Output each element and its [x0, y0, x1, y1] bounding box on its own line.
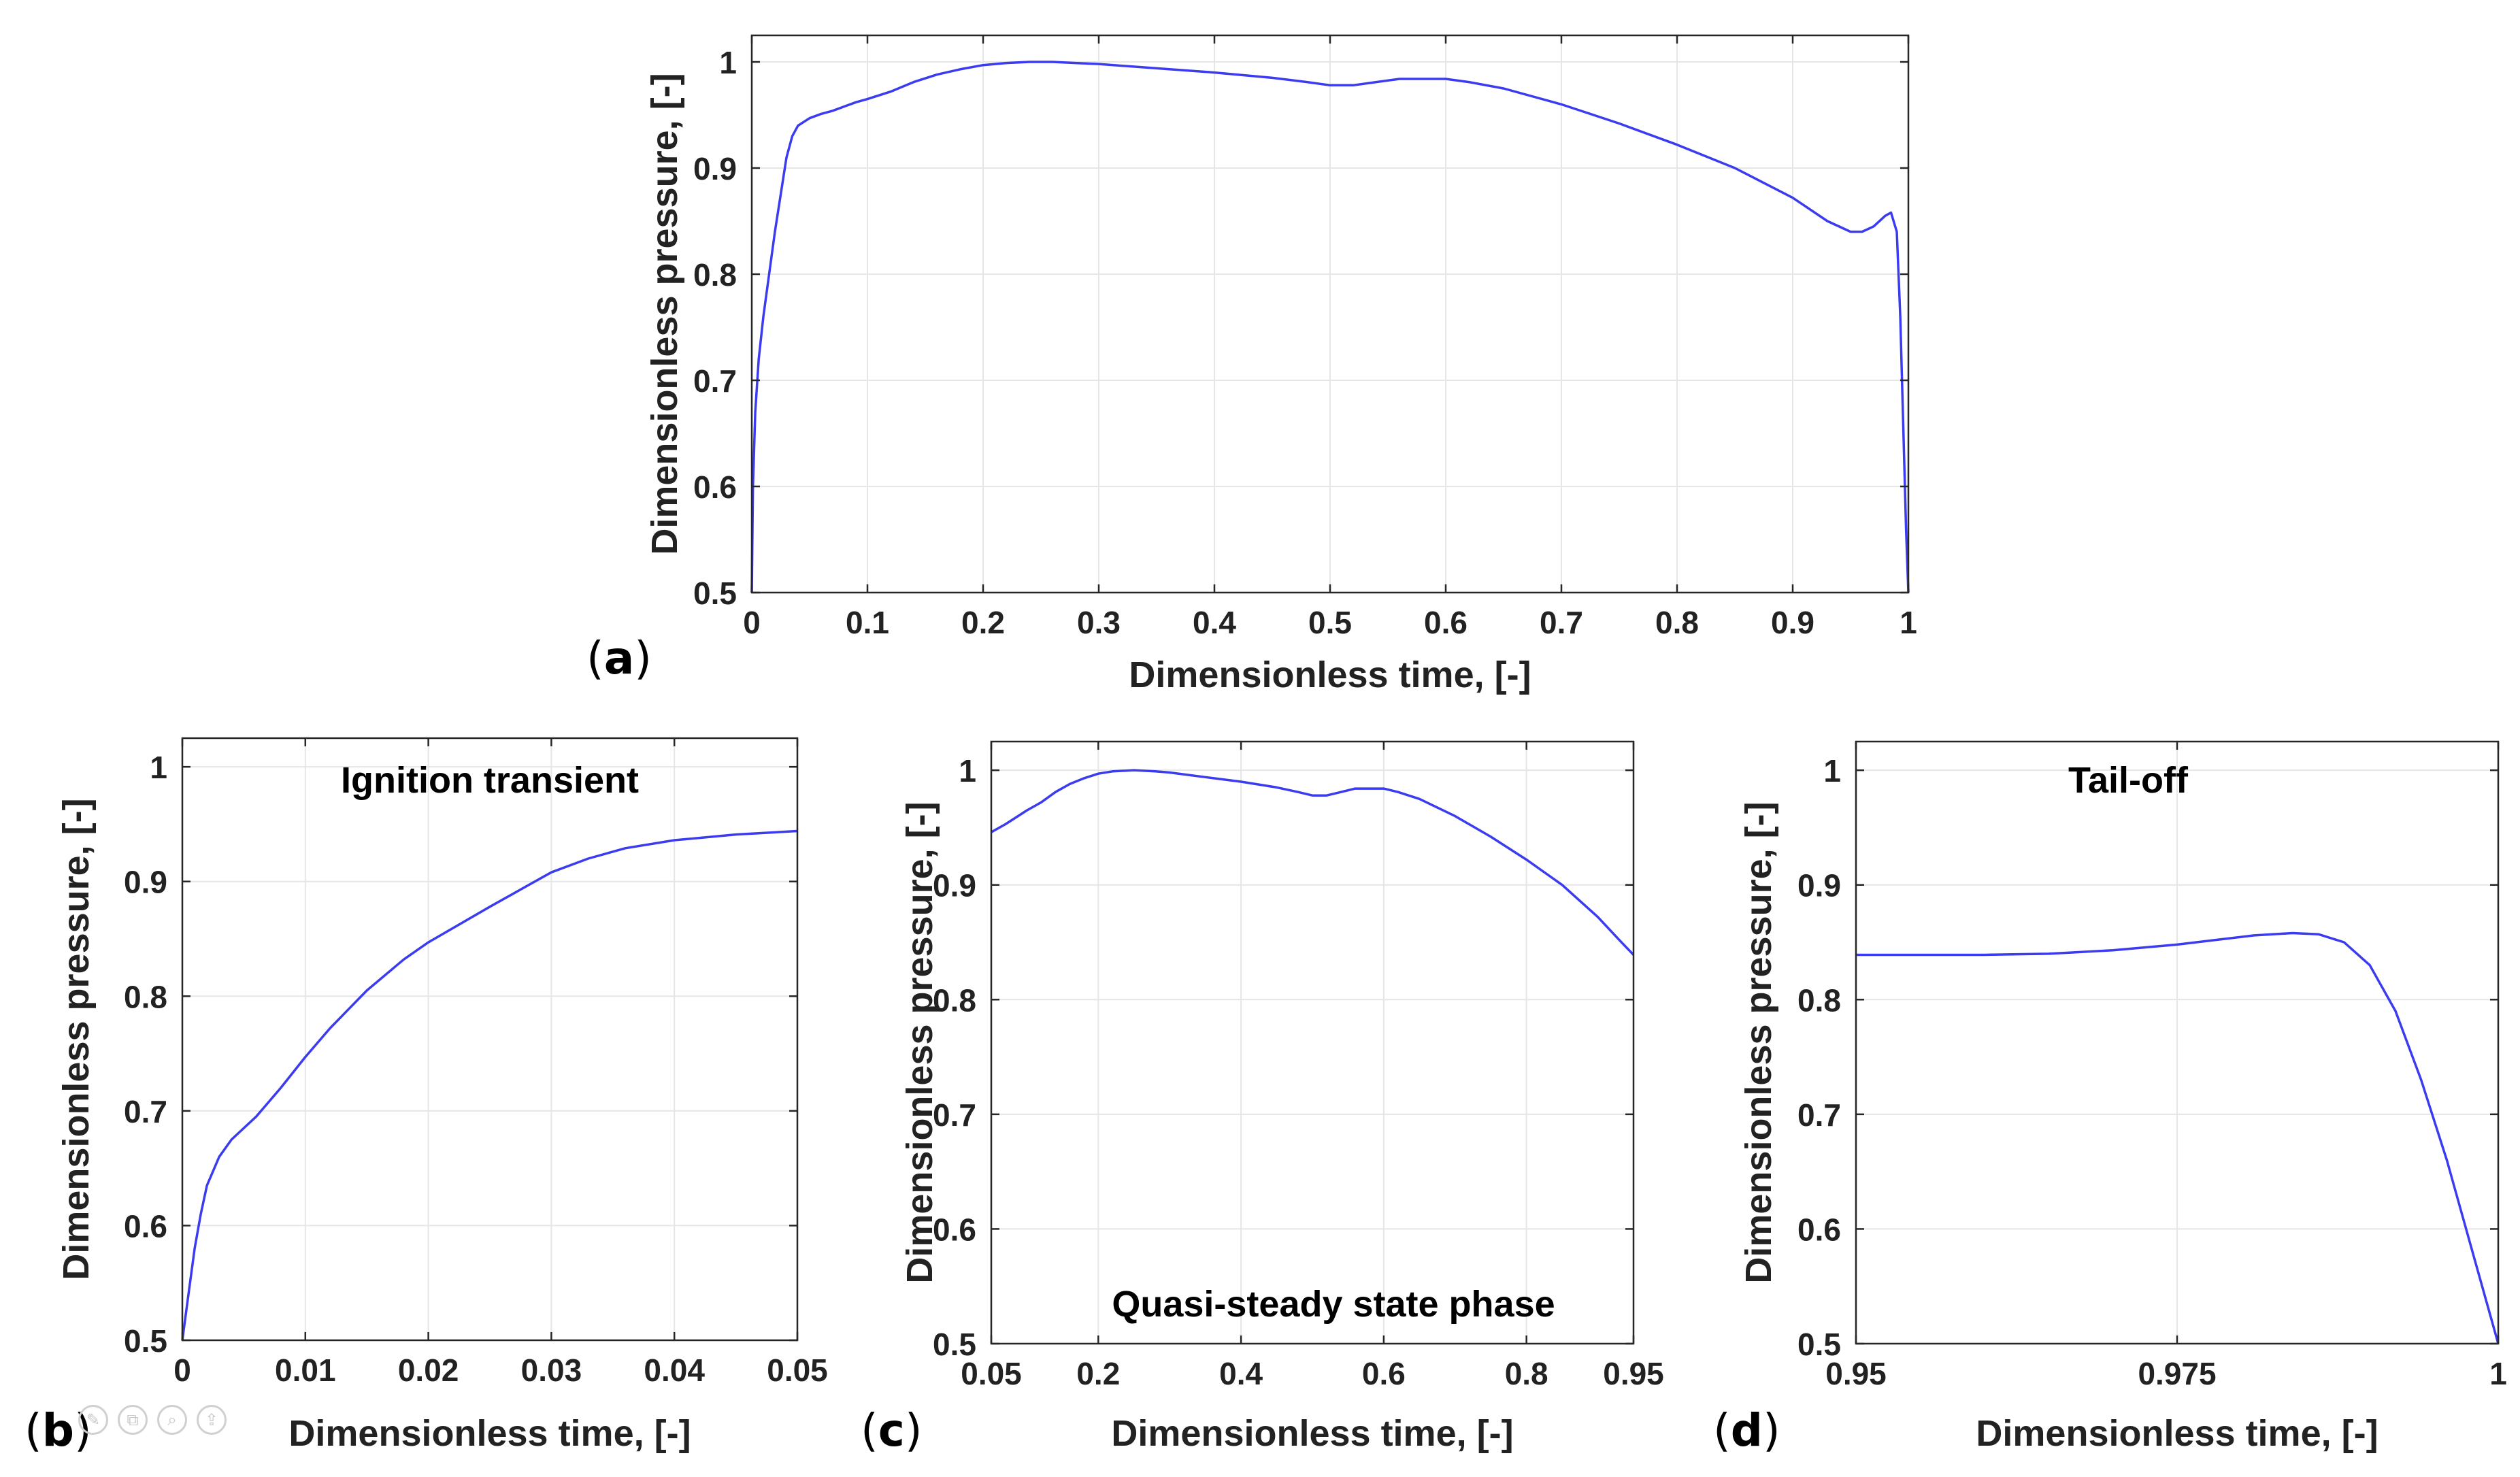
- share-icon[interactable]: ⇪: [197, 1405, 227, 1435]
- y-tick-label: 0.6: [1797, 1212, 1841, 1247]
- panel-label-letter: c: [878, 1404, 905, 1457]
- x-tick-label: 1: [2489, 1356, 2507, 1391]
- axes-box: [181, 737, 799, 1342]
- panel-label-close: ): [1763, 1404, 1780, 1457]
- y-axis-label: Dimensionless pressure, [-]: [899, 801, 940, 1283]
- y-axis-label: Dimensionless pressure, [-]: [1738, 801, 1779, 1283]
- panel-label-letter: a: [604, 632, 635, 684]
- panel-label: (d): [1713, 1404, 1780, 1457]
- x-axis-label: Dimensionless time, [-]: [1111, 1413, 1513, 1454]
- y-tick-label: 0.5: [1797, 1327, 1841, 1362]
- x-tick-label: 0.4: [1193, 605, 1236, 640]
- x-tick-label: 0: [743, 605, 761, 640]
- y-tick-label: 0.7: [693, 363, 737, 399]
- y-tick-label: 1: [1823, 753, 1841, 789]
- x-tick-label: 0.1: [846, 605, 889, 640]
- x-tick-label: 0.03: [521, 1352, 582, 1388]
- x-tick-label: 0.04: [644, 1352, 705, 1388]
- panel-label: (c): [861, 1404, 923, 1457]
- panel-annotation: Ignition transient: [341, 760, 639, 801]
- y-tick-label: 1: [959, 753, 976, 789]
- x-tick-label: 0.02: [398, 1352, 459, 1388]
- chart-panel-a: 0 0.1 0.2 0.3 0.4 0.5 0.6 0.7 0.8 0.9 1 0.5 0.6 0.7 0.…: [586, 34, 1917, 695]
- x-tick-label: 1: [1900, 605, 1917, 640]
- y-axis-label: Dimensionless pressure, [-]: [56, 798, 97, 1280]
- chart-panel-b: 0 0.01 0.02 0.03 0.04 0.05 0.5 0.6 0.7 0.8 0.9 1 Dim…: [24, 737, 828, 1457]
- panel-label-open: (: [861, 1404, 878, 1457]
- x-tick-label: 0.4: [1219, 1356, 1263, 1391]
- x-tick-label: 0: [173, 1352, 191, 1388]
- x-axis-label: Dimensionless time, [-]: [288, 1413, 691, 1454]
- y-tick-label: 0.8: [124, 979, 167, 1014]
- panel-label-open: (: [586, 632, 604, 684]
- y-tick-label: 1: [150, 750, 167, 785]
- axes-box: [990, 740, 1635, 1345]
- x-tick-label: 0.3: [1077, 605, 1121, 640]
- y-tick-label: 0.5: [693, 576, 737, 611]
- x-tick-label: 0.5: [1308, 605, 1352, 640]
- series-line: [750, 61, 1910, 593]
- panel-label: (a): [586, 632, 652, 684]
- zoom-icon[interactable]: ⌕: [157, 1405, 187, 1435]
- y-tick-label: 0.9: [693, 151, 737, 186]
- x-tick-label: 0.05: [961, 1356, 1022, 1391]
- x-tick-label: 0.8: [1655, 605, 1699, 640]
- x-axis-label: Dimensionless time, [-]: [1129, 654, 1531, 695]
- y-tick-label: 0.6: [933, 1212, 976, 1247]
- y-tick-label: 1: [719, 45, 737, 80]
- x-tick-label: 0.6: [1362, 1356, 1406, 1391]
- x-tick-label: 0.95: [1603, 1356, 1664, 1391]
- y-tick-label: 0.7: [124, 1094, 167, 1129]
- y-tick-label: 0.6: [693, 469, 737, 505]
- panel-label-close: ): [634, 632, 652, 684]
- y-tick-label: 0.9: [933, 868, 976, 903]
- x-tick-label: 0.7: [1540, 605, 1583, 640]
- y-tick-label: 0.8: [693, 257, 737, 293]
- x-tick-label: 0.95: [1825, 1356, 1887, 1391]
- y-tick-label: 0.5: [933, 1327, 976, 1362]
- x-tick-label: 0.05: [767, 1352, 828, 1388]
- y-tick-label: 0.7: [1797, 1097, 1841, 1133]
- chart-panels: 0 0.1 0.2 0.3 0.4 0.5 0.6 0.7 0.8 0.9 10.50.60.70.…: [24, 34, 2507, 1457]
- x-tick-label: 0.9: [1771, 605, 1814, 640]
- y-tick-label: 0.6: [124, 1208, 167, 1244]
- image-toolbar-overlay: ✎ ⧉ ⌕ ⇪: [78, 1405, 227, 1435]
- panel-label-open: (: [1713, 1404, 1731, 1457]
- chart-panel-c: 0.05 0.2 0.4 0.6 0.8 0.95 0.5 0.6 0.7 0.8 0.9 1 Dime…: [861, 740, 1664, 1457]
- panel-label-letter: d: [1731, 1404, 1763, 1457]
- series-line: [181, 829, 798, 1341]
- y-tick-label: 0.7: [933, 1097, 976, 1133]
- x-tick-label: 0.6: [1424, 605, 1468, 640]
- x-tick-label: 0.975: [2138, 1356, 2216, 1391]
- series-line: [1856, 931, 2500, 1344]
- x-tick-label: 0.8: [1505, 1356, 1548, 1391]
- pencil-icon[interactable]: ✎: [78, 1405, 108, 1435]
- y-axis-label: Dimensionless pressure, [-]: [644, 73, 685, 554]
- panel-label-letter: b: [42, 1404, 74, 1457]
- x-axis-label: Dimensionless time, [-]: [1976, 1413, 2378, 1454]
- panel-label-close: ): [905, 1404, 923, 1457]
- panel-annotation: Quasi-steady state phase: [1112, 1284, 1555, 1325]
- y-tick-label: 0.8: [1797, 982, 1841, 1018]
- series-line: [991, 769, 1635, 956]
- y-tick-label: 0.8: [933, 982, 976, 1018]
- y-tick-label: 0.5: [124, 1323, 167, 1359]
- x-tick-label: 0.2: [961, 605, 1005, 640]
- y-tick-label: 0.9: [124, 865, 167, 900]
- x-tick-label: 0.2: [1076, 1356, 1120, 1391]
- copy-icon[interactable]: ⧉: [118, 1405, 148, 1435]
- panel-annotation: Tail-off: [2068, 760, 2189, 801]
- y-tick-label: 0.9: [1797, 868, 1841, 903]
- chart-panel-d: 0.95 0.975 1 0.5 0.6 0.7 0.8 0.9 1 Dimensionless …: [1713, 740, 2507, 1457]
- x-tick-label: 0.01: [275, 1352, 336, 1388]
- panel-label-open: (: [24, 1404, 42, 1457]
